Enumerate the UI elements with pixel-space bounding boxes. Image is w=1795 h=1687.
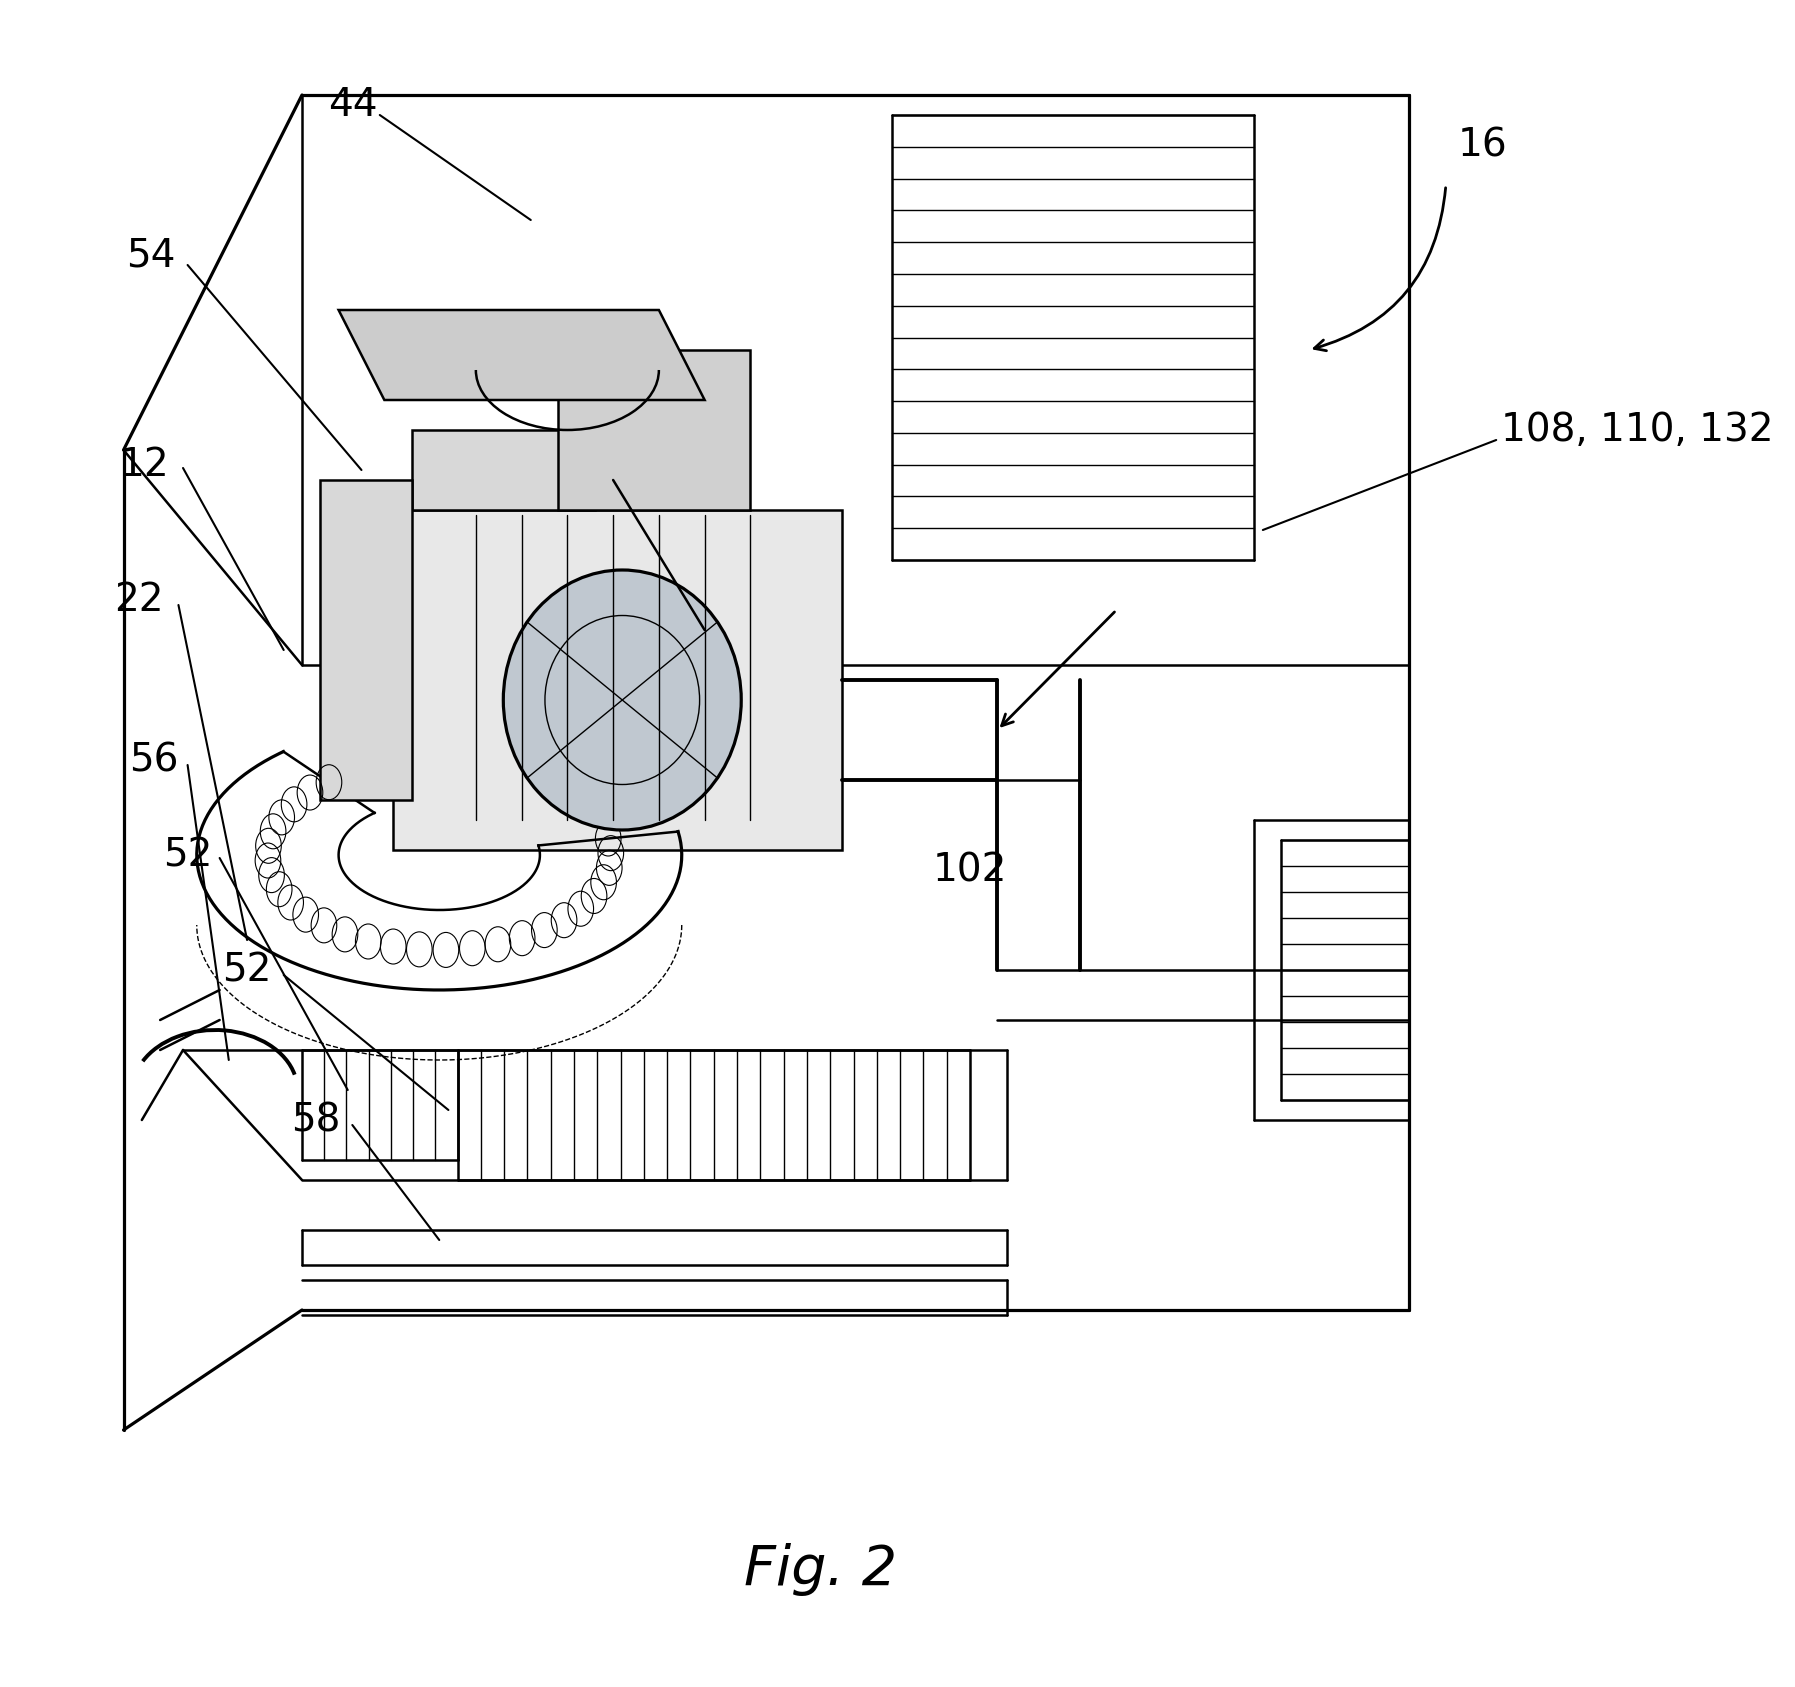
Polygon shape [320, 481, 411, 800]
Text: 54: 54 [126, 236, 176, 273]
Text: 108, 110, 132: 108, 110, 132 [1501, 412, 1773, 449]
Text: 58: 58 [291, 1102, 341, 1139]
Text: Fig. 2: Fig. 2 [745, 1544, 898, 1596]
Text: 22: 22 [115, 580, 163, 619]
Text: 102: 102 [933, 850, 1007, 889]
Polygon shape [393, 509, 842, 850]
Polygon shape [558, 349, 750, 509]
Text: 56: 56 [129, 741, 178, 779]
Polygon shape [339, 310, 705, 400]
Polygon shape [411, 430, 594, 509]
Text: 16: 16 [1458, 127, 1508, 164]
Text: 52: 52 [163, 837, 212, 874]
Ellipse shape [503, 570, 741, 830]
Text: 44: 44 [327, 86, 377, 125]
Text: 52: 52 [223, 951, 271, 989]
Text: 12: 12 [120, 445, 169, 484]
